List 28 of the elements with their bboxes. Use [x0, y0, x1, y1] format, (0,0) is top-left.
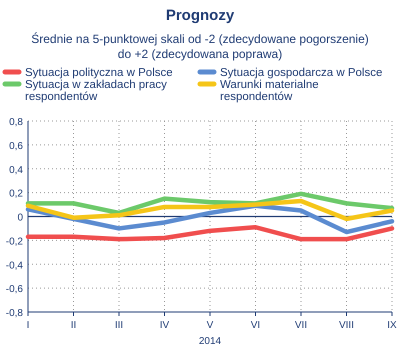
y-tick-label: 0,2: [9, 188, 24, 200]
x-tick-label: I: [26, 320, 30, 331]
x-tick-label: IV: [160, 320, 170, 331]
line-series: [26, 192, 394, 216]
x-tick-label: VIII: [338, 320, 354, 331]
legend-label: Sytuacja gospodarcza w Polsce: [220, 67, 382, 79]
legend-label: Warunki materialne respondentów: [220, 79, 319, 103]
y-tick-label: -0,8: [6, 308, 24, 319]
y-tick-label: -0,4: [6, 260, 24, 272]
y-tick-label: -0,2: [6, 236, 24, 248]
y-tick-label: -0,6: [6, 284, 24, 296]
x-tick-label: II: [70, 320, 76, 331]
x-tick-label: VI: [250, 320, 260, 331]
x-axis-title: 2014: [198, 336, 222, 347]
legend-label: Sytuacja polityczna w Polsce: [25, 67, 173, 79]
line-series: [26, 198, 394, 222]
legend-label: Sytuacja w zakładach pracy respondentów: [25, 79, 168, 103]
line-series: [26, 224, 394, 242]
x-tick-label: IX: [387, 320, 398, 331]
y-tick-label: 0,6: [9, 140, 24, 152]
y-tick-label: 0,4: [9, 164, 24, 176]
y-tick-label: 0: [17, 212, 24, 224]
chart-title: Prognozy: [166, 7, 235, 24]
x-tick-label: III: [114, 320, 124, 331]
chart-subtitle: Średnie na 5-punktowej skali od -2 (zdecydowane pogorszenie) do +2 (zdecydowana poprawa): [31, 32, 369, 61]
x-tick-label: VII: [294, 320, 308, 331]
x-tick-label: V: [206, 320, 214, 331]
y-tick-label: 0,8: [9, 117, 24, 128]
